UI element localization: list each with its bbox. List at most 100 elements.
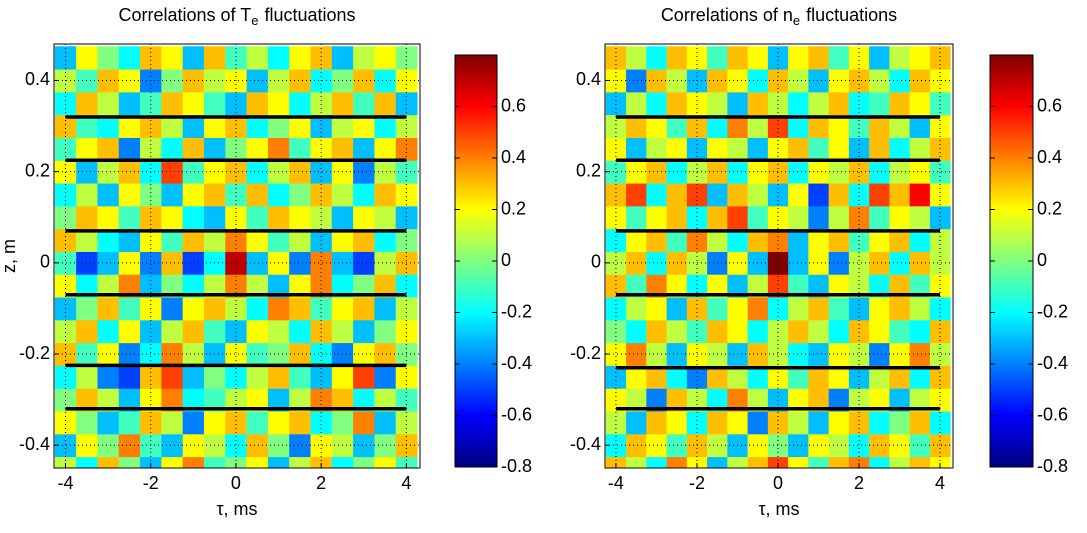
heatmap-cell — [788, 274, 809, 298]
heatmap-cell — [54, 251, 77, 275]
heatmap-cell — [182, 433, 205, 458]
heatmap-cell — [225, 251, 248, 275]
heatmap-cell — [225, 365, 248, 389]
heatmap-cell — [929, 91, 951, 116]
heatmap-cell — [909, 433, 931, 458]
heatmap-cell — [97, 160, 120, 184]
heatmap-cell — [605, 137, 627, 161]
heatmap-cell — [747, 183, 769, 207]
heatmap-cell — [182, 46, 205, 70]
heatmap-cell — [395, 456, 418, 468]
heatmap-cell — [869, 69, 890, 93]
heatmap-cell — [246, 297, 269, 321]
heatmap-cell — [626, 228, 647, 252]
heatmap-cell — [727, 456, 749, 468]
heatmap-cells — [54, 46, 418, 468]
heatmap-cell — [97, 411, 120, 435]
heatmap-cell — [727, 274, 749, 298]
heatmap-cell — [395, 365, 418, 389]
heatmap-cell — [707, 365, 728, 389]
heatmap-cell — [707, 137, 728, 161]
heatmap-cell — [646, 183, 668, 207]
heatmap-cell — [909, 205, 931, 230]
heatmap-cell — [889, 251, 911, 275]
heatmap-cell — [161, 228, 184, 252]
heatmap-cell — [646, 456, 668, 468]
heatmap-cell — [310, 319, 333, 344]
heatmap-cell — [289, 274, 311, 298]
heatmap-cell — [727, 297, 749, 321]
heatmap-cell — [666, 274, 688, 298]
heatmap-cell — [310, 251, 333, 275]
heatmap-cell — [626, 433, 647, 458]
heatmap-cell — [76, 228, 98, 252]
heatmap-cell — [203, 114, 226, 138]
heatmap-cell — [182, 456, 205, 468]
heatmap-cell — [808, 114, 830, 138]
heatmap-cell — [626, 137, 647, 161]
heatmap-cell — [246, 69, 269, 93]
heatmap-cell — [767, 274, 789, 298]
heatmap-cell — [626, 91, 647, 116]
heatmap-cell — [767, 46, 789, 70]
heatmap-cell — [605, 183, 627, 207]
heatmap-cell — [929, 365, 951, 389]
heatmap-cell — [808, 183, 830, 207]
heatmap-cell — [76, 160, 98, 184]
heatmap-cell — [76, 91, 98, 116]
heatmap-cell — [889, 456, 911, 468]
heatmap-cell — [76, 388, 98, 412]
heatmap-cell — [646, 319, 668, 344]
heatmap-cell — [889, 205, 911, 230]
heatmap-cell — [289, 342, 311, 366]
heatmap-cell — [727, 228, 749, 252]
heatmap-cell — [626, 251, 647, 275]
heatmap-cell — [889, 228, 911, 252]
heatmap-cell — [310, 456, 333, 468]
heatmap-cell — [97, 69, 120, 93]
heatmap-cell — [353, 69, 375, 93]
heatmap-cell — [848, 114, 870, 138]
heatmap-cell — [666, 114, 688, 138]
heatmap-cell — [54, 274, 77, 298]
heatmap-cell — [203, 205, 226, 230]
heatmap-cell — [353, 183, 375, 207]
colorbar-tick-label: -0.8 — [1037, 456, 1068, 476]
heatmap-cell — [626, 365, 647, 389]
heatmap-cell — [707, 91, 728, 116]
x-tick-label: -2 — [689, 473, 705, 493]
heatmap-cell — [707, 274, 728, 298]
heatmap-cell — [118, 342, 141, 366]
heatmap-cell — [747, 388, 769, 412]
heatmap-cell — [76, 69, 98, 93]
heatmap-cell — [808, 456, 830, 468]
heatmap-cell — [246, 274, 269, 298]
heatmap-cell — [140, 91, 162, 116]
heatmap-cell — [353, 433, 375, 458]
heatmap-cell — [605, 205, 627, 230]
heatmap-cell — [828, 365, 850, 389]
heatmap-cell — [395, 114, 418, 138]
heatmap-cell — [203, 365, 226, 389]
heatmap-cell — [246, 388, 269, 412]
heatmap-cell — [374, 274, 397, 298]
heatmap-cell — [808, 160, 830, 184]
heatmap-cell — [869, 160, 890, 184]
heatmap-cell — [707, 456, 728, 468]
heatmap-cell — [808, 365, 830, 389]
heatmap-cell — [54, 319, 77, 344]
heatmap-cell — [182, 114, 205, 138]
heatmap-cell — [353, 160, 375, 184]
heatmap-cell — [646, 342, 668, 366]
heatmap-cell — [118, 69, 141, 93]
heatmap-cell — [869, 46, 890, 70]
heatmap-cell — [767, 319, 789, 344]
heatmap-cell — [118, 251, 141, 275]
heatmap-cell — [666, 91, 688, 116]
heatmap-cell — [225, 46, 248, 70]
heatmap-cell — [929, 114, 951, 138]
heatmap-cell — [605, 114, 627, 138]
heatmap-cell — [54, 183, 77, 207]
heatmap-cell — [289, 411, 311, 435]
heatmap-cell — [626, 456, 647, 468]
